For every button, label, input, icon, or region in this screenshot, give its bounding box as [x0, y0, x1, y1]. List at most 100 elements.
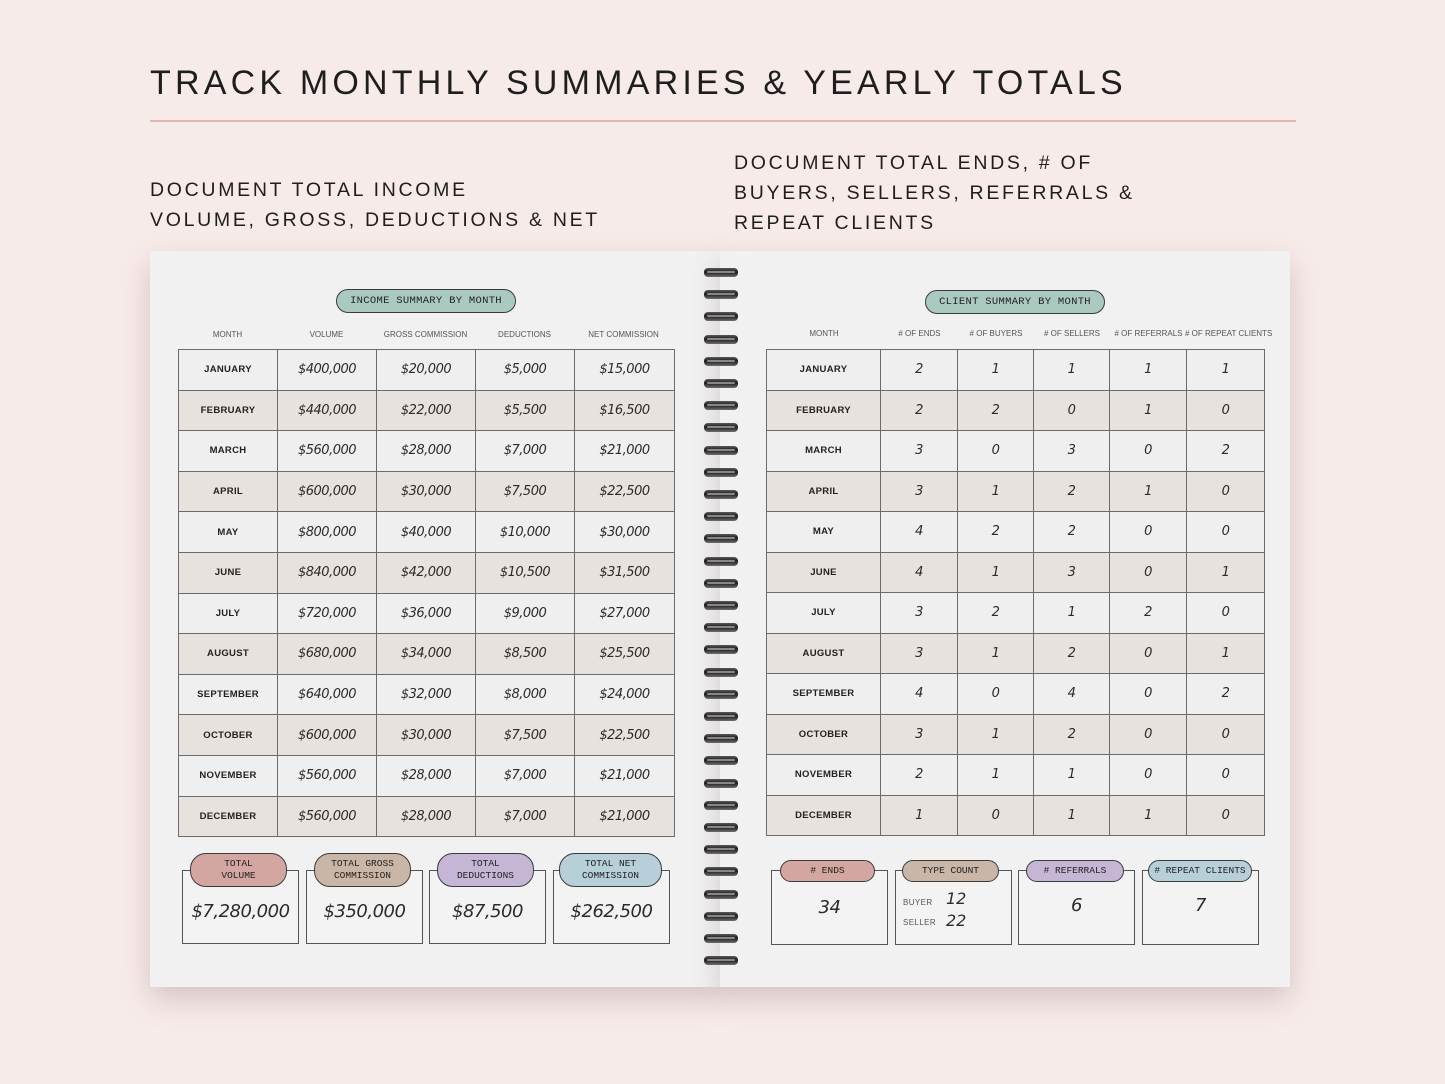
value-cell[interactable]: $7,500 [475, 470, 575, 513]
value-cell[interactable]: 1 [1109, 389, 1187, 431]
value-cell[interactable]: $5,000 [475, 349, 575, 391]
value-cell[interactable]: $7,000 [475, 430, 575, 472]
value-cell[interactable]: 2 [1033, 713, 1110, 755]
value-cell[interactable]: 1 [957, 754, 1034, 796]
value-cell[interactable]: 0 [1109, 430, 1187, 472]
value-cell[interactable]: $16,500 [574, 389, 675, 432]
value-cell[interactable]: 2 [957, 592, 1034, 634]
value-cell[interactable]: 3 [880, 470, 958, 512]
value-cell[interactable]: 1 [1109, 794, 1187, 836]
value-cell[interactable]: 0 [1109, 632, 1187, 674]
value-cell[interactable]: 0 [1109, 673, 1187, 715]
value-cell[interactable]: 1 [1186, 551, 1265, 593]
value-cell[interactable]: 1 [1186, 632, 1265, 674]
value-cell[interactable]: $800,000 [277, 511, 377, 553]
value-cell[interactable]: 0 [1186, 794, 1265, 836]
value-cell[interactable]: $7,000 [475, 795, 575, 838]
value-cell[interactable]: $560,000 [277, 754, 377, 797]
value-cell[interactable]: 1 [957, 470, 1034, 512]
value-cell[interactable]: 2 [957, 511, 1034, 553]
value-cell[interactable]: 0 [1109, 754, 1187, 796]
value-cell[interactable]: 1 [880, 794, 958, 836]
value-cell[interactable]: 0 [1186, 470, 1265, 512]
value-cell[interactable]: 2 [957, 389, 1034, 431]
value-cell[interactable]: $720,000 [277, 592, 377, 635]
value-cell[interactable]: 1 [1033, 592, 1110, 634]
value-cell[interactable]: 0 [1186, 592, 1265, 634]
value-cell[interactable]: $28,000 [376, 754, 476, 797]
value-cell[interactable]: 4 [880, 551, 958, 593]
value-cell[interactable]: 2 [880, 389, 958, 431]
value-cell[interactable]: 2 [880, 754, 958, 796]
value-cell[interactable]: 2 [1109, 592, 1187, 634]
value-cell[interactable]: $5,500 [475, 389, 575, 432]
value-cell[interactable]: $30,000 [376, 470, 476, 513]
value-cell[interactable]: $600,000 [277, 470, 377, 513]
value-cell[interactable]: 2 [1033, 511, 1110, 553]
value-cell[interactable]: $21,000 [574, 430, 675, 472]
value-cell[interactable]: 4 [1033, 673, 1110, 715]
value-cell[interactable]: $400,000 [277, 349, 377, 391]
value-cell[interactable]: $30,000 [574, 511, 675, 553]
value-cell[interactable]: 2 [1033, 632, 1110, 674]
value-cell[interactable]: $21,000 [574, 795, 675, 838]
value-cell[interactable]: 0 [1109, 551, 1187, 593]
value-cell[interactable]: 0 [1109, 511, 1187, 553]
value-cell[interactable]: 3 [880, 592, 958, 634]
value-cell[interactable]: $20,000 [376, 349, 476, 391]
value-cell[interactable]: $9,000 [475, 592, 575, 635]
value-cell[interactable]: $34,000 [376, 633, 476, 675]
value-cell[interactable]: 1 [1033, 754, 1110, 796]
value-cell[interactable]: 0 [957, 673, 1034, 715]
referrals-box[interactable]: 6 [1018, 870, 1135, 945]
ends-box[interactable]: 34 [771, 870, 888, 945]
value-cell[interactable]: 0 [1186, 713, 1265, 755]
value-cell[interactable]: $25,500 [574, 633, 675, 675]
value-cell[interactable]: 2 [880, 349, 958, 391]
value-cell[interactable]: $8,000 [475, 673, 575, 716]
value-cell[interactable]: $600,000 [277, 714, 377, 756]
value-cell[interactable]: 0 [1186, 754, 1265, 796]
value-cell[interactable]: $28,000 [376, 795, 476, 838]
value-cell[interactable]: $27,000 [574, 592, 675, 635]
value-cell[interactable]: $22,500 [574, 714, 675, 756]
value-cell[interactable]: 1 [957, 551, 1034, 593]
value-cell[interactable]: 3 [1033, 551, 1110, 593]
value-cell[interactable]: 1 [1033, 349, 1110, 391]
value-cell[interactable]: $10,500 [475, 551, 575, 594]
value-cell[interactable]: 3 [880, 430, 958, 472]
value-cell[interactable]: 1 [957, 349, 1034, 391]
value-cell[interactable]: $31,500 [574, 551, 675, 594]
type-count-box[interactable]: BUYER 12 SELLER 22 [895, 870, 1012, 945]
value-cell[interactable]: $28,000 [376, 430, 476, 472]
value-cell[interactable]: $840,000 [277, 551, 377, 594]
value-cell[interactable]: $32,000 [376, 673, 476, 716]
value-cell[interactable]: $7,500 [475, 714, 575, 756]
value-cell[interactable]: 0 [1186, 511, 1265, 553]
value-cell[interactable]: $42,000 [376, 551, 476, 594]
value-cell[interactable]: 1 [1033, 794, 1110, 836]
value-cell[interactable]: $680,000 [277, 633, 377, 675]
value-cell[interactable]: 2 [1033, 470, 1110, 512]
value-cell[interactable]: 1 [1109, 349, 1187, 391]
value-cell[interactable]: 4 [880, 511, 958, 553]
value-cell[interactable]: 0 [1109, 713, 1187, 755]
value-cell[interactable]: $21,000 [574, 754, 675, 797]
value-cell[interactable]: 3 [880, 713, 958, 755]
value-cell[interactable]: 1 [957, 713, 1034, 755]
value-cell[interactable]: 3 [880, 632, 958, 674]
value-cell[interactable]: $560,000 [277, 795, 377, 838]
value-cell[interactable]: $30,000 [376, 714, 476, 756]
repeat-clients-box[interactable]: 7 [1142, 870, 1259, 945]
value-cell[interactable]: 0 [1033, 389, 1110, 431]
value-cell[interactable]: $36,000 [376, 592, 476, 635]
value-cell[interactable]: $560,000 [277, 430, 377, 472]
value-cell[interactable]: $8,500 [475, 633, 575, 675]
value-cell[interactable]: $10,000 [475, 511, 575, 553]
value-cell[interactable]: 4 [880, 673, 958, 715]
value-cell[interactable]: $24,000 [574, 673, 675, 716]
value-cell[interactable]: $440,000 [277, 389, 377, 432]
value-cell[interactable]: 1 [1109, 470, 1187, 512]
value-cell[interactable]: 1 [957, 632, 1034, 674]
value-cell[interactable]: 2 [1186, 430, 1265, 472]
